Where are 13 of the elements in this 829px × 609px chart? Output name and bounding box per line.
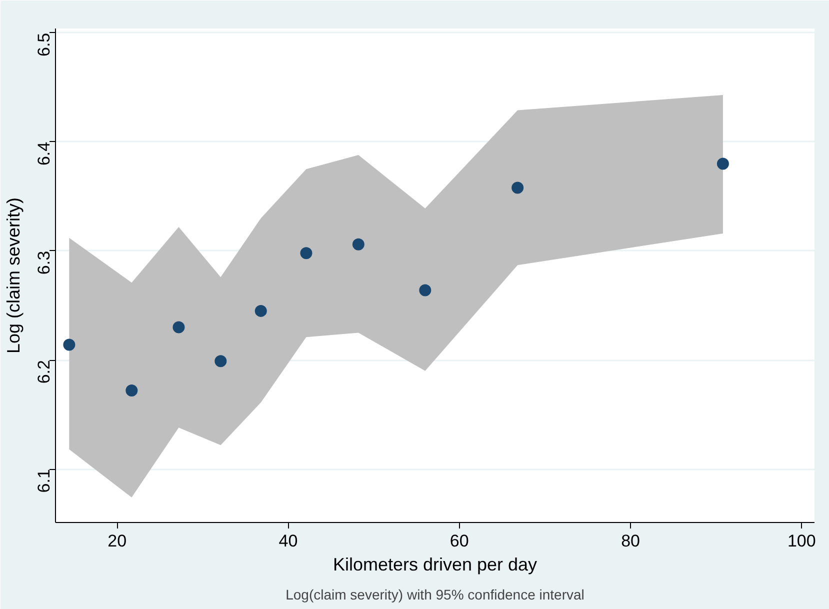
y-tick-label: 6.1 — [34, 469, 54, 493]
x-axis-title: Kilometers driven per day — [332, 554, 538, 574]
x-tick-label: 60 — [450, 532, 469, 550]
y-tick-label: 6.4 — [34, 142, 54, 166]
y-axis-title: Log (claim severity) — [4, 197, 24, 354]
y-tick-label: 6.2 — [34, 360, 54, 384]
y-tick-label: 6.5 — [34, 32, 54, 56]
y-tick-label: 6.3 — [34, 250, 54, 275]
x-tick-label: 100 — [787, 532, 816, 550]
x-tick-label: 20 — [108, 532, 127, 550]
text: Log(claim severity) with 95% confidence interval — [286, 586, 584, 602]
x-tick-label: 40 — [278, 532, 298, 550]
x-tick-label: 80 — [621, 532, 640, 550]
